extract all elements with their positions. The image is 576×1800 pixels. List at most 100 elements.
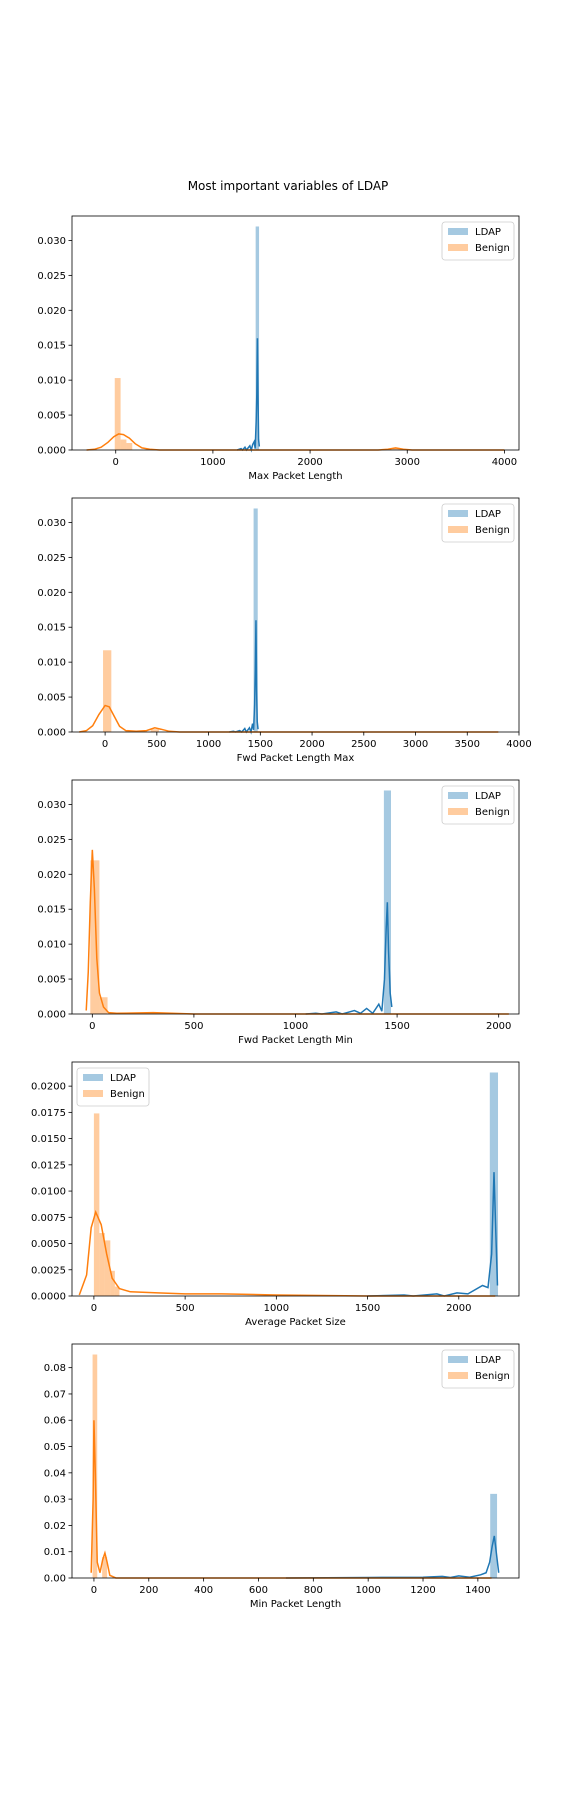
kde-line-ldap bbox=[286, 1536, 499, 1578]
y-tick-label: 0.015 bbox=[37, 623, 66, 634]
y-tick-label: 0.07 bbox=[44, 1389, 66, 1400]
y-tick-label: 0.06 bbox=[44, 1416, 66, 1427]
legend-swatch-ldap bbox=[448, 228, 468, 235]
y-tick-label: 0.005 bbox=[37, 693, 66, 704]
y-tick-label: 0.015 bbox=[37, 341, 66, 352]
y-tick-label: 0.000 bbox=[37, 446, 66, 457]
y-tick-label: 0.010 bbox=[37, 376, 66, 387]
x-tick-label: 1500 bbox=[248, 739, 273, 750]
y-tick-label: 0.010 bbox=[37, 940, 66, 951]
x-tick-label: 1000 bbox=[196, 739, 221, 750]
subplot-2: 0 500 1000 1500 2000 2500 3000 3500 4000 0.000 0.0… bbox=[37, 498, 531, 764]
y-tick-label: 0.0075 bbox=[31, 1213, 66, 1224]
legend: LDAP Benign bbox=[442, 786, 514, 824]
kde-line-benign bbox=[86, 850, 509, 1014]
subplots: 0 1000 2000 3000 40000.0000.0050.0100.0150.0… bbox=[31, 216, 532, 1610]
legend-label-benign: Benign bbox=[475, 1371, 510, 1382]
legend-swatch-benign bbox=[448, 808, 468, 815]
legend-label-ldap: LDAP bbox=[475, 227, 501, 238]
y-tick-label: 0.00 bbox=[44, 1574, 66, 1585]
x-tick-label: 0 bbox=[91, 1303, 97, 1314]
subplot-1: 0 1000 2000 3000 40000.0000.0050.0100.0150.0… bbox=[37, 216, 519, 482]
legend: LDAP Benign bbox=[77, 1068, 149, 1106]
x-tick-label: 600 bbox=[249, 1585, 268, 1596]
x-tick-label: 1200 bbox=[410, 1585, 435, 1596]
y-tick-label: 0.005 bbox=[37, 975, 66, 986]
subplot-4: 0 500 1000 1500 2000 0.0000 0.0025 0.0050 0.0075… bbox=[31, 1062, 519, 1328]
x-tick-label: 3500 bbox=[455, 739, 480, 750]
y-tick-label: 0.020 bbox=[37, 870, 66, 881]
y-tick-label: 0.0025 bbox=[31, 1265, 66, 1276]
x-tick-label: 1500 bbox=[384, 1021, 409, 1032]
hist-bar-benign bbox=[115, 378, 121, 450]
legend-swatch-benign bbox=[448, 244, 468, 251]
legend: LDAP Benign bbox=[442, 1350, 514, 1388]
y-tick-label: 0.030 bbox=[37, 236, 66, 247]
x-tick-label: 1000 bbox=[264, 1303, 289, 1314]
y-tick-label: 0.0200 bbox=[31, 1082, 66, 1093]
kde-line-ldap bbox=[306, 902, 392, 1014]
hist-bar-benign bbox=[103, 650, 111, 732]
x-tick-label: 1400 bbox=[465, 1585, 490, 1596]
x-axis-label: Fwd Packet Length Max bbox=[237, 753, 355, 764]
legend-label-benign: Benign bbox=[475, 243, 510, 254]
x-tick-label: 2000 bbox=[446, 1303, 471, 1314]
x-tick-label: 0 bbox=[91, 1585, 97, 1596]
y-tick-label: 0.0050 bbox=[31, 1239, 66, 1250]
x-tick-label: 200 bbox=[139, 1585, 158, 1596]
hist-bar-benign bbox=[94, 1113, 99, 1296]
legend-swatch-benign bbox=[448, 526, 468, 533]
legend-label-benign: Benign bbox=[475, 807, 510, 818]
legend-swatch-benign bbox=[83, 1090, 103, 1097]
y-tick-label: 0.0175 bbox=[31, 1108, 66, 1119]
legend-swatch-ldap bbox=[448, 792, 468, 799]
x-tick-label: 3000 bbox=[395, 457, 420, 468]
y-tick-label: 0.0150 bbox=[31, 1134, 66, 1145]
x-axis-label: Min Packet Length bbox=[250, 1599, 341, 1610]
x-tick-label: 500 bbox=[147, 739, 166, 750]
x-tick-label: 2000 bbox=[297, 457, 322, 468]
y-tick-label: 0.04 bbox=[44, 1468, 66, 1479]
y-tick-label: 0.0000 bbox=[31, 1292, 66, 1303]
legend-label-ldap: LDAP bbox=[475, 509, 501, 520]
y-tick-label: 0.025 bbox=[37, 835, 66, 846]
x-tick-label: 1000 bbox=[355, 1585, 380, 1596]
hist-bar-benign bbox=[151, 729, 159, 732]
legend-label-benign: Benign bbox=[475, 525, 510, 536]
legend: LDAP Benign bbox=[442, 504, 514, 542]
x-tick-label: 400 bbox=[194, 1585, 213, 1596]
hist-bar-benign bbox=[126, 443, 132, 450]
y-tick-label: 0.025 bbox=[37, 271, 66, 282]
y-tick-label: 0.000 bbox=[37, 728, 66, 739]
kde-line-benign bbox=[87, 434, 505, 450]
y-tick-label: 0.015 bbox=[37, 905, 66, 916]
x-axis-label: Max Packet Length bbox=[248, 471, 342, 482]
legend-label-benign: Benign bbox=[110, 1089, 145, 1100]
y-tick-label: 0.03 bbox=[44, 1495, 66, 1506]
legend-label-ldap: LDAP bbox=[110, 1073, 136, 1084]
x-axis-label: Fwd Packet Length Min bbox=[238, 1035, 353, 1046]
y-tick-label: 0.020 bbox=[37, 588, 66, 599]
y-tick-label: 0.030 bbox=[37, 518, 66, 529]
legend-label-ldap: LDAP bbox=[475, 1355, 501, 1366]
kde-line-ldap bbox=[368, 1172, 498, 1296]
y-tick-label: 0.01 bbox=[44, 1547, 66, 1558]
y-tick-label: 0.000 bbox=[37, 1010, 66, 1021]
kde-line-benign bbox=[79, 705, 498, 732]
y-tick-label: 0.0125 bbox=[31, 1160, 66, 1171]
x-tick-label: 1500 bbox=[355, 1303, 380, 1314]
legend-label-ldap: LDAP bbox=[475, 791, 501, 802]
x-tick-label: 4000 bbox=[506, 739, 531, 750]
x-tick-label: 0 bbox=[89, 1021, 95, 1032]
x-tick-label: 0 bbox=[113, 457, 119, 468]
y-tick-label: 0.025 bbox=[37, 553, 66, 564]
x-tick-label: 2500 bbox=[351, 739, 376, 750]
kde-line-benign bbox=[91, 1420, 491, 1578]
legend-swatch-benign bbox=[448, 1372, 468, 1379]
x-axis-label: Average Packet Size bbox=[245, 1317, 346, 1328]
y-tick-label: 0.02 bbox=[44, 1521, 66, 1532]
x-tick-label: 3000 bbox=[403, 739, 428, 750]
legend-swatch-ldap bbox=[448, 510, 468, 517]
y-tick-label: 0.05 bbox=[44, 1442, 66, 1453]
